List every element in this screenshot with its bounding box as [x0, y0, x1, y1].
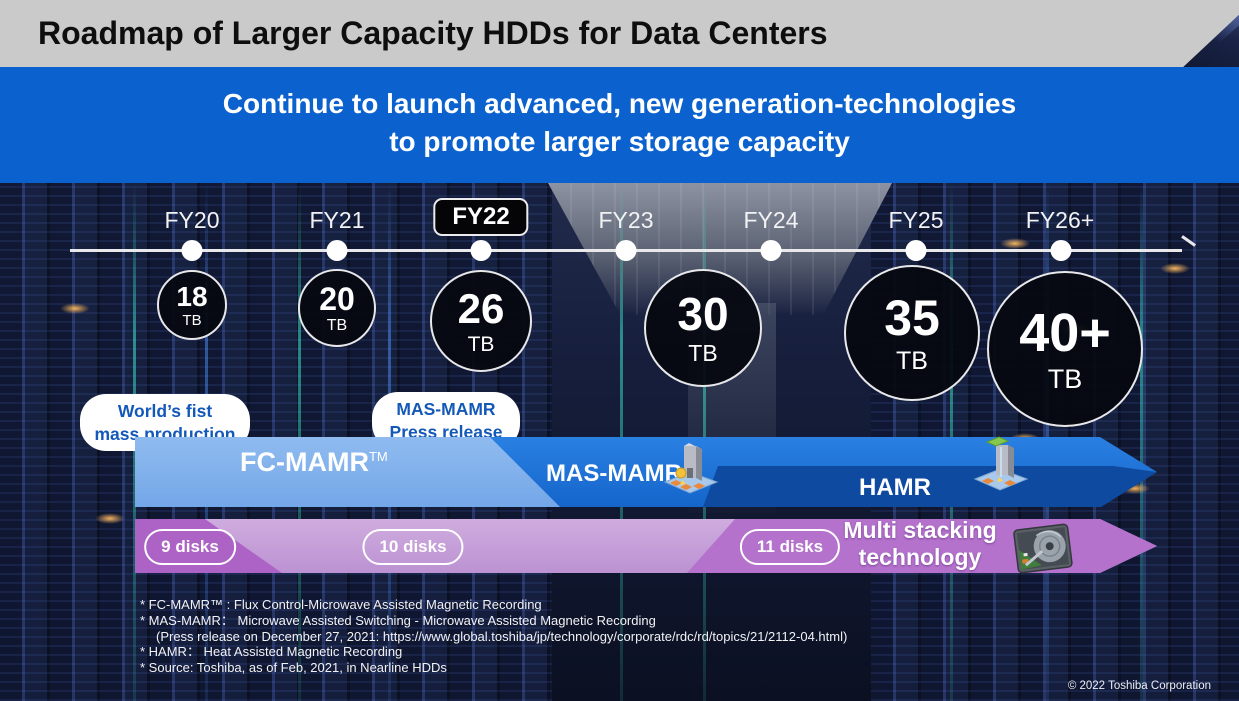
page-title: Roadmap of Larger Capacity HDDs for Data…	[38, 15, 828, 51]
year-label-fy23: FY23	[598, 207, 654, 233]
disk-count-band	[135, 519, 1159, 573]
capacity-circle-20tb: 20 TB	[298, 269, 376, 347]
capacity-value: 35	[884, 289, 940, 346]
title-bar: Roadmap of Larger Capacity HDDs for Data…	[0, 0, 1239, 67]
rack-light	[1160, 263, 1190, 274]
banner-line-2: to promote larger storage capacity	[389, 126, 850, 157]
timeline-dot	[615, 240, 637, 261]
capacity-value: 26	[457, 284, 505, 332]
pill-11-disks: 11 disks	[739, 529, 841, 565]
pill-9-disks: 9 disks	[144, 529, 236, 565]
fc-mamr-text: FC-MAMR	[240, 447, 369, 477]
callout-line-1: World’s fist	[117, 400, 213, 421]
capacity-circle-26tb: 26 TB	[430, 270, 532, 372]
multi-stacking-line-2: technology	[858, 544, 982, 571]
rack-light	[95, 513, 125, 524]
capacity-value: 30	[677, 288, 729, 340]
footnote-press-release: (Press release on December 27, 2021: htt…	[156, 628, 848, 644]
capacity-circle-30tb: 30 TB	[644, 269, 762, 387]
capacity-value: 20	[319, 280, 355, 317]
technology-band	[135, 437, 1159, 507]
fc-mamr-label: FC-MAMRTM	[240, 447, 388, 478]
mas-mamr-write-head-icon	[663, 443, 719, 494]
hamr-label: HAMR	[859, 474, 931, 501]
timeline-dot	[760, 240, 782, 261]
capacity-circle-40tb: 40+ TB	[987, 271, 1143, 427]
year-label-fy26plus: FY26+	[1025, 207, 1095, 233]
hamr-write-head-icon	[973, 436, 1029, 491]
capacity-circle-35tb: 35 TB	[844, 265, 980, 401]
timeline-dot	[326, 240, 348, 261]
timeline-dot	[181, 240, 203, 261]
footnote-source: * Source: Toshiba, as of Feb, 2021, in N…	[140, 660, 447, 676]
capacity-unit: TB	[467, 332, 495, 356]
capacity-unit: TB	[896, 346, 928, 375]
timeline-dot	[1050, 240, 1072, 261]
capacity-circle-18tb: 18 TB	[157, 270, 227, 340]
multi-stacking-label: Multi stacking technology	[805, 517, 1035, 571]
pill-10-disks: 10 disks	[362, 529, 464, 565]
band-hamr	[703, 466, 1157, 507]
capacity-unit: TB	[182, 311, 202, 329]
capacity-value: 18	[176, 280, 208, 312]
year-label-fy25: FY25	[888, 207, 944, 233]
mas-mamr-label: MAS-MAMR	[546, 460, 682, 487]
banner-line-1: Continue to launch advanced, new generat…	[222, 88, 1017, 119]
glow-line	[1140, 183, 1143, 701]
hdd-drive-icon	[1013, 523, 1073, 574]
fc-mamr-tm: TM	[368, 449, 388, 464]
year-label-fy22-highlight: FY22	[433, 198, 529, 236]
capacity-unit: TB	[1047, 363, 1083, 394]
rack-light	[60, 303, 90, 314]
footnote-mas-mamr: * MAS-MAMR： Microwave Assisted Switching…	[140, 612, 656, 628]
capacity-value: 40+	[1019, 302, 1111, 363]
year-label-fy20: FY20	[164, 207, 220, 233]
callout-line-1: MAS-MAMR	[396, 399, 496, 420]
band-fc-mamr	[135, 437, 560, 507]
multi-stacking-line-1: Multi stacking	[843, 517, 997, 543]
capacity-unit: TB	[688, 340, 718, 366]
footnotes: * FC-MAMR™ : Flux Control-Microwave Assi…	[140, 597, 847, 676]
timeline-dot	[470, 240, 492, 261]
year-label-fy24: FY24	[743, 207, 799, 233]
timeline-dot	[905, 240, 927, 261]
capacity-unit: TB	[326, 316, 348, 334]
year-label-fy21: FY21	[309, 207, 365, 233]
footnote-hamr: * HAMR： Heat Assisted Magnetic Recording	[140, 644, 403, 660]
footnote-fc-mamr: * FC-MAMR™ : Flux Control-Microwave Assi…	[140, 597, 542, 612]
rack-light	[1000, 238, 1030, 249]
headline-banner: Continue to launch advanced, new generat…	[0, 67, 1239, 183]
copyright-notice: © 2022 Toshiba Corporation	[1067, 680, 1211, 692]
rack-light	[1120, 483, 1150, 494]
